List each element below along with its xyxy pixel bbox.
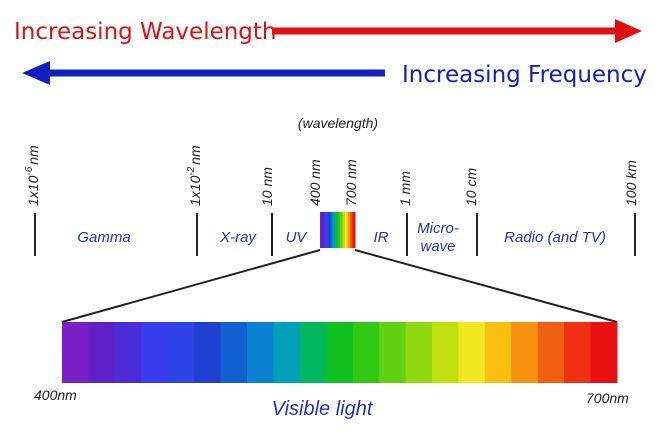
spectrum-band	[484, 322, 512, 383]
tick-base: 400 nm	[307, 159, 323, 206]
spectrum-band	[326, 322, 354, 383]
spectrum-band	[341, 212, 344, 248]
tick-base: 1x10	[187, 175, 203, 206]
tick-base: 10 cm	[463, 168, 479, 206]
spectrum-band	[564, 322, 592, 383]
scale-title: (wavelength)	[298, 115, 378, 131]
spectrum-band	[335, 212, 338, 248]
spectrum-band	[273, 322, 301, 383]
spectrum-band	[379, 322, 407, 383]
tick-label: 100 km	[623, 160, 639, 206]
region-label: Radio (and TV)	[504, 229, 606, 246]
spectrum-band	[88, 322, 116, 383]
region-label: UV	[286, 229, 309, 246]
spectrum-band	[350, 212, 353, 248]
spectrum-band	[345, 212, 348, 248]
visible-end: 700nm	[586, 390, 629, 406]
region-label: Micro-	[417, 220, 459, 237]
spectrum-band	[331, 212, 334, 248]
spectrum-band	[141, 322, 169, 383]
spectrum-band	[590, 322, 618, 383]
spectrum-band	[321, 212, 324, 248]
tick-label: 400 nm	[307, 159, 323, 206]
spectrum-band	[338, 212, 341, 248]
spectrum-band	[326, 212, 329, 248]
spectrum-band	[405, 322, 433, 383]
region-label: X-ray	[219, 229, 257, 246]
tick-label: 1x10-6nm	[24, 145, 41, 206]
tick-base: 700 nm	[343, 159, 359, 206]
spectrum-band	[343, 212, 346, 248]
spectrum-band	[352, 322, 380, 383]
tick-base: 10 nm	[259, 167, 275, 206]
tick-label: 10 nm	[259, 167, 275, 206]
wavelength-arrowhead	[615, 19, 642, 43]
region-label: IR	[374, 229, 389, 246]
spectrum-band	[328, 212, 331, 248]
spectrum-band	[511, 322, 539, 383]
spectrum-band	[346, 212, 349, 248]
spectrum-band	[333, 212, 336, 248]
spectrum-band	[299, 322, 327, 383]
spectrum-band	[348, 212, 351, 248]
frequency-arrowhead	[22, 61, 50, 85]
frequency-label: Increasing Frequency	[402, 62, 647, 88]
region-label: wave	[420, 238, 455, 255]
spectrum-band	[336, 212, 339, 248]
spectrum-band	[62, 322, 89, 383]
spectrum-band	[353, 212, 356, 248]
tick-label: 700 nm	[343, 159, 359, 206]
tick-base: 100 km	[623, 160, 639, 206]
spectrum-band	[220, 322, 248, 383]
tick-base: 1 mm	[397, 171, 413, 206]
zoom-line	[354, 249, 618, 323]
spectrum-band	[330, 212, 333, 248]
visible-start: 400nm	[34, 387, 77, 403]
region-label: Gamma	[77, 229, 130, 246]
zoom-line	[61, 249, 321, 323]
spectrum-band	[351, 212, 354, 248]
spectrum-band	[325, 212, 328, 248]
spectrum-band	[167, 322, 195, 383]
tick-label: 10 cm	[463, 168, 479, 206]
spectrum-band	[320, 212, 323, 248]
spectrum-band	[537, 322, 565, 383]
tick-unit: nm	[25, 145, 41, 165]
spectrum-band	[432, 322, 459, 383]
tick-unit: nm	[187, 145, 203, 165]
tick-exp: -2	[186, 166, 197, 175]
tick-label: 1x10-2nm	[186, 145, 203, 206]
spectrum-band	[114, 322, 142, 383]
spectrum-band	[247, 322, 274, 383]
tick-exp: -6	[24, 166, 35, 175]
tick-label: 1 mm	[397, 171, 413, 206]
wavelength-label: Increasing Wavelength	[14, 19, 277, 45]
visible-label: Visible light	[272, 398, 374, 420]
spectrum-band	[458, 322, 486, 383]
spectrum-band	[340, 212, 343, 248]
spectrum-band	[323, 212, 326, 248]
tick-base: 1x10	[25, 175, 41, 206]
spectrum-band	[194, 322, 222, 383]
